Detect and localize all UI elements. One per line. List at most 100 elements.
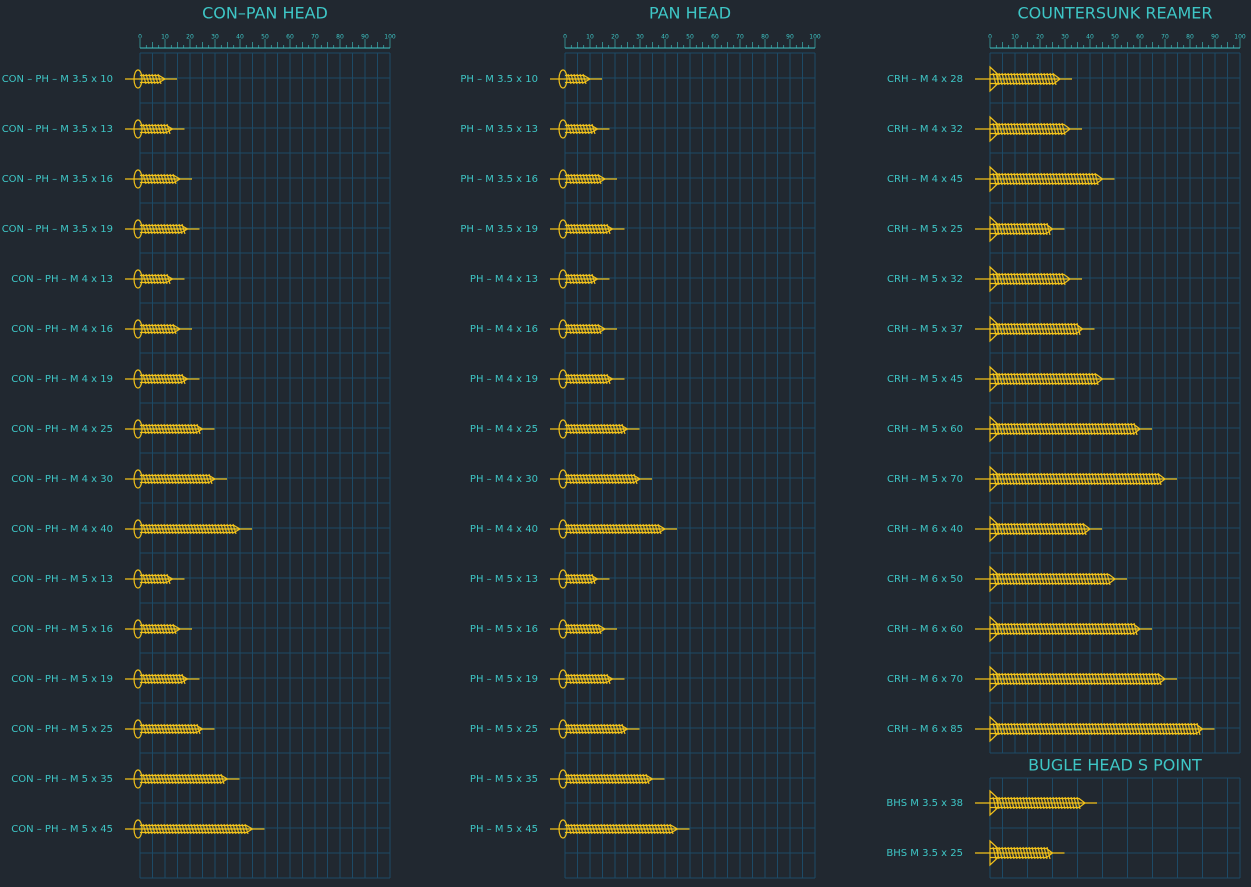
tick-label: 40	[236, 34, 244, 41]
thread	[992, 672, 1162, 686]
screw-head	[133, 819, 143, 839]
screw-head	[989, 65, 999, 93]
tick-label: 100	[384, 34, 396, 41]
thread	[992, 622, 1138, 636]
screw	[550, 169, 617, 189]
screw-head	[558, 669, 568, 689]
screw-head	[558, 169, 568, 189]
tick-label: 60	[1136, 34, 1144, 41]
screw-label: CON – PH – M 4 x 13	[11, 274, 113, 285]
screw	[975, 515, 1102, 543]
screw-body	[990, 273, 1071, 285]
screw-head	[133, 519, 143, 539]
thread	[142, 273, 171, 285]
screw-body	[990, 223, 1054, 235]
thread	[992, 796, 1081, 810]
screw	[550, 319, 617, 339]
screw-label: CRH – M 5 x 32	[887, 274, 963, 285]
thread	[142, 723, 201, 735]
screw-head	[558, 219, 568, 239]
screw-body	[140, 624, 182, 634]
tick-label: 100	[1234, 34, 1246, 41]
tick-label: 20	[186, 34, 194, 41]
screw-label: CRH – M 5 x 70	[887, 474, 963, 485]
thread	[567, 623, 602, 635]
screw-head	[133, 769, 143, 789]
screw-label: PH – M 3.5 x 13	[460, 124, 538, 135]
screw-label: PH – M 4 x 25	[470, 424, 538, 435]
tick-label: 20	[1036, 34, 1044, 41]
screw-label: BHS M 3.5 x 38	[886, 798, 963, 809]
thread	[992, 422, 1138, 436]
screw-body	[990, 573, 1116, 585]
tick-label: 0	[138, 34, 142, 41]
screw	[550, 769, 665, 789]
screw-head	[558, 719, 568, 739]
screw-label: CON – PH – M 3.5 x 10	[2, 74, 113, 85]
screw	[125, 569, 185, 589]
screw	[550, 669, 625, 689]
thread	[567, 73, 587, 85]
thread	[567, 173, 602, 185]
screw	[975, 665, 1177, 693]
screw-head	[558, 69, 568, 89]
thread	[142, 323, 177, 335]
thread	[567, 523, 662, 535]
screw-body	[565, 624, 607, 634]
screw-label: PH – M 4 x 13	[470, 274, 538, 285]
tick-label: 80	[1186, 34, 1194, 41]
screw-head	[133, 669, 143, 689]
screw-head	[558, 269, 568, 289]
tick-label: 50	[1111, 34, 1119, 41]
tick-label: 80	[336, 34, 344, 41]
screw-head	[989, 789, 999, 817]
thread	[567, 823, 674, 835]
screw	[975, 615, 1152, 643]
screw-label: BHS M 3.5 x 25	[886, 848, 963, 859]
screw-head	[989, 265, 999, 293]
screw-label: CON – PH – M 5 x 35	[11, 774, 113, 785]
screw	[125, 469, 227, 489]
screw	[125, 519, 252, 539]
screw-label: CON – PH – M 4 x 40	[11, 524, 113, 535]
thread	[992, 122, 1066, 136]
screw-label: CON – PH – M 3.5 x 13	[2, 124, 113, 135]
screw-body	[140, 724, 204, 734]
screw-head	[989, 515, 999, 543]
screw-body	[990, 847, 1054, 859]
thread	[567, 723, 626, 735]
screw-head	[558, 319, 568, 339]
thread	[992, 172, 1099, 186]
thread	[142, 673, 186, 685]
screw	[975, 715, 1215, 743]
screw	[125, 769, 240, 789]
thread	[142, 573, 171, 585]
thread	[567, 473, 638, 485]
screw	[550, 819, 690, 839]
screw	[975, 365, 1115, 393]
screw-head	[989, 565, 999, 593]
screw-body	[565, 324, 607, 334]
screw-head	[133, 269, 143, 289]
screw-head	[558, 819, 568, 839]
thread	[567, 773, 650, 785]
screw-head	[133, 169, 143, 189]
tick-label: 60	[711, 34, 719, 41]
screw-head	[133, 419, 143, 439]
screw-label: CON – PH – M 3.5 x 16	[2, 174, 113, 185]
screw	[975, 265, 1082, 293]
screw-head	[989, 615, 999, 643]
screw-head	[989, 665, 999, 693]
tick-label: 40	[661, 34, 669, 41]
panel-title: COUNTERSUNK REAMER	[1017, 4, 1212, 23]
screw-head	[133, 219, 143, 239]
screw-label: CON – PH – M 4 x 19	[11, 374, 113, 385]
screw	[975, 115, 1082, 143]
thread	[567, 373, 611, 385]
screw-label: CRH – M 6 x 60	[887, 624, 963, 635]
screw-label: PH – M 4 x 19	[470, 374, 538, 385]
screw-label: CRH – M 6 x 85	[887, 724, 963, 735]
tick-label: 70	[1161, 34, 1169, 41]
screw-label: CRH – M 5 x 25	[887, 224, 963, 235]
screw-label: PH – M 4 x 16	[470, 324, 538, 335]
